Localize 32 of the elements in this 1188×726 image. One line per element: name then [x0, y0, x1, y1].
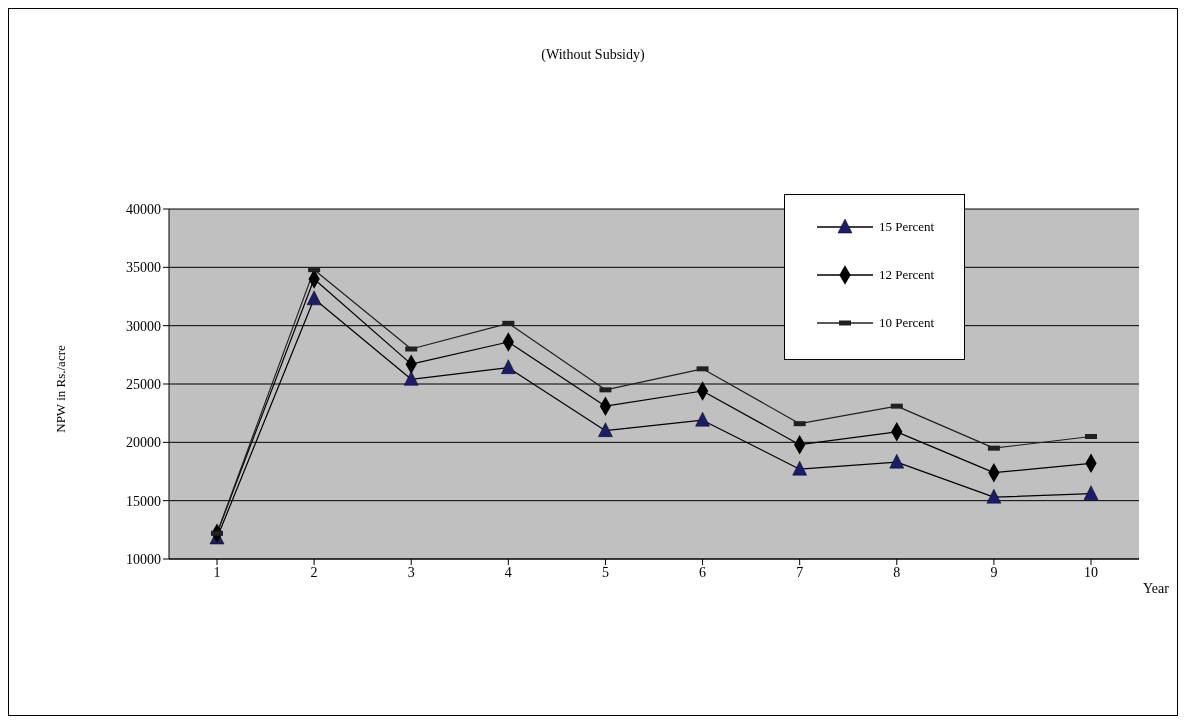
- x-tick-label: 7: [796, 564, 804, 580]
- x-tick-label: 10: [1084, 564, 1098, 580]
- point: [306, 290, 322, 306]
- point: [403, 371, 419, 386]
- chart-title: (Without Subsidy): [540, 47, 646, 63]
- y-tick-label: 30000: [126, 318, 161, 334]
- point: [1083, 485, 1099, 500]
- point: [889, 453, 905, 469]
- point: [501, 359, 516, 374]
- y-tick-label: 10000: [126, 551, 161, 567]
- y-axis-title: NPW in Rs./acre: [53, 345, 69, 433]
- x-tick-label: 3: [407, 564, 415, 580]
- x-tick-label: 6: [699, 564, 707, 580]
- x-tick-label: 8: [893, 564, 901, 580]
- legend-label: 12 Percent: [879, 267, 935, 283]
- x-tick-label: 9: [990, 564, 998, 580]
- y-tick-label: 35000: [126, 260, 161, 276]
- x-tick-label: 4: [504, 564, 512, 580]
- x-axis-title: Year: [1143, 581, 1169, 597]
- point: [695, 411, 710, 427]
- point: [598, 422, 613, 437]
- y-tick-label: 15000: [126, 493, 161, 509]
- x-tick-label: 5: [601, 564, 609, 580]
- x-tick-label: 2: [310, 564, 318, 580]
- y-tick-label: 25000: [126, 376, 161, 392]
- point: [792, 460, 807, 476]
- y-tick-label: 40000: [126, 201, 161, 217]
- x-tick-label: 1: [213, 564, 221, 580]
- y-tick-label: 20000: [126, 435, 161, 451]
- legend-label: 10 Percent: [879, 315, 935, 331]
- point: [986, 488, 1002, 504]
- legend-label: 15 Percent: [879, 219, 935, 235]
